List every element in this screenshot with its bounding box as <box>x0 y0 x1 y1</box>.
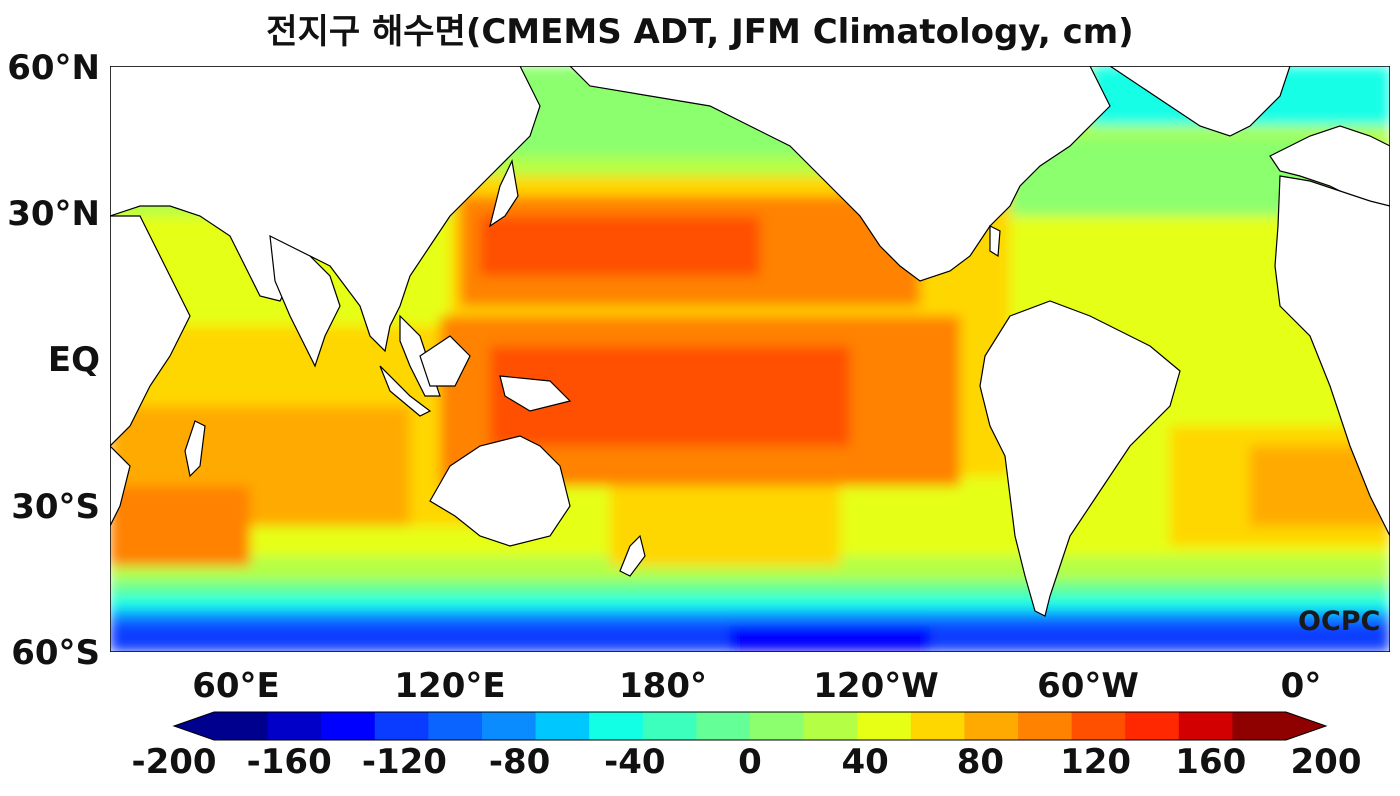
colorbar-tick-label: 40 <box>841 742 889 782</box>
colorbar-segment <box>1018 712 1073 740</box>
colorbar-tick-label: -160 <box>246 742 332 782</box>
colorbar-tick-label: -40 <box>604 742 666 782</box>
colorbar-tick-label: -200 <box>131 742 217 782</box>
colorbar-tick-label: 120 <box>1060 742 1132 782</box>
lon-label-60e: 60°E <box>192 666 280 706</box>
lat-label-eq: EQ <box>47 340 100 380</box>
colorbar-outline <box>172 711 1328 741</box>
lon-label-0: 0° <box>1280 666 1322 706</box>
ocpc-watermark: OCPC <box>1298 606 1381 637</box>
colorbar-tick-label: 200 <box>1290 742 1362 782</box>
lat-label-30s: 30°S <box>11 487 100 527</box>
map-title: 전지구 해수면(CMEMS ADT, JFM Climatology, cm) <box>266 12 1134 52</box>
colorbar <box>172 711 1328 741</box>
colorbar-segment <box>1125 712 1180 740</box>
colorbar-segment <box>589 712 644 740</box>
lat-label-60n: 60°N <box>7 48 100 88</box>
colorbar-segment <box>374 712 429 740</box>
lon-label-120e: 120°E <box>394 666 506 706</box>
colorbar-segment <box>214 712 269 740</box>
lon-label-120w: 120°W <box>813 666 939 706</box>
colorbar-segment <box>1071 712 1126 740</box>
colorbar-tick-label: 80 <box>956 742 1005 782</box>
lat-label-60s: 60°S <box>11 633 100 673</box>
colorbar-tick-label: -120 <box>361 742 447 782</box>
colorbar-segment <box>267 712 322 740</box>
colorbar-segment <box>750 712 805 740</box>
lon-label-180: 180° <box>619 666 707 706</box>
colorbar-segment <box>803 712 858 740</box>
colorbar-segment <box>428 712 483 740</box>
colorbar-tick-label: -80 <box>488 742 551 782</box>
colorbar-extend-low <box>174 712 214 740</box>
lon-label-60w: 60°W <box>1037 666 1139 706</box>
colorbar-extend-high <box>1286 712 1326 740</box>
colorbar-segment <box>482 712 537 740</box>
colorbar-segment <box>1178 712 1233 740</box>
colorbar-segment <box>642 712 697 740</box>
sea-level-map <box>110 66 1390 652</box>
colorbar-segment <box>1232 712 1287 740</box>
colorbar-tick-label: 160 <box>1175 742 1247 782</box>
colorbar-segment <box>910 712 965 740</box>
lat-label-30n: 30°N <box>7 194 100 234</box>
colorbar-segment <box>321 712 376 740</box>
colorbar-segment <box>535 712 590 740</box>
colorbar-segment <box>964 712 1019 740</box>
colorbar-segment <box>696 712 751 740</box>
colorbar-tick-label: 0 <box>738 742 762 782</box>
colorbar-segment <box>857 712 912 740</box>
